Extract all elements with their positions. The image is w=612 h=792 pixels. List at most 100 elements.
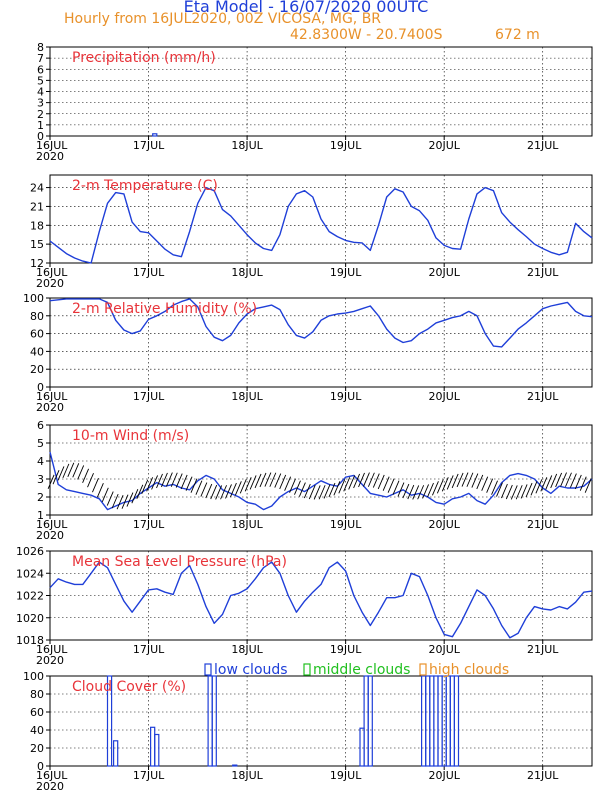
wind-barb xyxy=(535,479,543,494)
wind-barb xyxy=(358,472,365,488)
wind-barb xyxy=(387,478,395,493)
panel-5-ytick-label: 1026 xyxy=(16,545,44,558)
panel-6-xtick-label: 18JUL xyxy=(231,769,263,782)
wind-barb xyxy=(382,476,390,491)
wind-barb xyxy=(77,465,85,480)
panel-6-title: Cloud Cover (%) xyxy=(72,679,186,695)
wind-barb xyxy=(436,479,444,494)
panel-6-bar xyxy=(449,675,455,767)
panel-3-xtick-sublabel: 2020 xyxy=(36,401,64,414)
panel-5-ytick-label: 1018 xyxy=(16,634,44,647)
panel-2-xtick-label: 17JUL xyxy=(133,266,165,279)
wind-barb xyxy=(279,474,287,490)
panel-5-xtick-sublabel: 2020 xyxy=(36,654,64,667)
panel-2-xtick-label: 18JUL xyxy=(231,266,263,279)
figure-title: Eta Model - 16/07/2020 00UTC xyxy=(183,0,429,16)
wind-barb xyxy=(284,476,292,491)
wind-barb xyxy=(510,485,518,500)
wind-barb xyxy=(165,472,173,487)
panel-6-bar xyxy=(421,675,427,767)
wind-barb xyxy=(392,480,400,495)
wind-barb xyxy=(476,474,484,490)
wind-barb xyxy=(156,473,163,489)
panel-6-bar xyxy=(154,733,160,767)
wind-barb xyxy=(96,483,104,498)
wind-barb xyxy=(471,473,479,488)
panel-2-ytick-label: 15 xyxy=(30,238,44,251)
panel-1-ytick-label: 1 xyxy=(37,119,44,132)
panel-3-xtick-label: 21JUL xyxy=(527,390,559,403)
wind-barb xyxy=(569,473,577,488)
wind-barb xyxy=(496,482,503,497)
panel-3-ytick-label: 80 xyxy=(30,310,44,323)
panel-2-frame xyxy=(49,174,593,264)
wind-barb xyxy=(501,483,508,499)
panel-2-xtick-sublabel: 2020 xyxy=(36,277,64,290)
station-coordinates: 42.8300W - 20.7400S xyxy=(290,27,443,43)
panel-6-ytick-label: 100 xyxy=(23,670,44,683)
panel-4-xtick-sublabel: 2020 xyxy=(36,529,64,542)
panel-6-bar xyxy=(112,740,119,767)
wind-barb xyxy=(486,478,494,493)
wind-barb xyxy=(220,485,227,500)
panel-5-series-line xyxy=(49,561,593,639)
wind-barb xyxy=(244,477,252,492)
wind-barb xyxy=(466,472,474,487)
wind-barb xyxy=(116,495,124,510)
wind-barb xyxy=(530,481,538,496)
panel-3-ytick-label: 40 xyxy=(30,345,44,358)
panel-2-ytick-label: 18 xyxy=(30,219,44,232)
panel-6-bar xyxy=(106,675,113,767)
legend-swatch xyxy=(303,663,311,676)
panel-3-ytick-label: 0 xyxy=(37,381,44,394)
panel-1-bar xyxy=(152,133,158,137)
wind-barb xyxy=(185,476,193,491)
panel-5-xtick-label: 19JUL xyxy=(330,643,362,656)
wind-barb xyxy=(525,482,533,498)
wind-barb xyxy=(363,472,370,487)
panel-3-ytick-label: 60 xyxy=(30,328,44,341)
panel-5-xtick-label: 20JUL xyxy=(428,643,460,656)
panel-5-xtick-label: 17JUL xyxy=(133,643,165,656)
wind-barb xyxy=(175,473,183,488)
wind-barb xyxy=(323,484,331,499)
panel-3-xtick-label: 20JUL xyxy=(428,390,460,403)
panel-1-ytick-label: 8 xyxy=(37,41,44,54)
wind-barb xyxy=(372,473,380,488)
wind-barb xyxy=(190,478,198,493)
wind-barb xyxy=(550,473,558,489)
wind-barb xyxy=(67,462,75,477)
panel-5-title: Mean Sea Level Pressure (hPa) xyxy=(72,554,287,570)
panel-5-xtick-label: 21JUL xyxy=(527,643,559,656)
wind-barb xyxy=(92,477,99,493)
panel-4-ytick-label: 4 xyxy=(37,455,44,468)
panel-6-bar xyxy=(367,675,373,767)
station-elevation: 672 m xyxy=(495,27,540,43)
wind-barb xyxy=(170,472,178,487)
panel-3-xtick-label: 17JUL xyxy=(133,390,165,403)
legend-swatch xyxy=(419,663,427,676)
panel-6-ytick-label: 40 xyxy=(30,724,44,737)
wind-barb xyxy=(205,483,213,499)
panel-4-xtick-label: 17JUL xyxy=(133,518,165,531)
wind-barb xyxy=(131,489,139,504)
wind-barb xyxy=(461,472,469,487)
wind-barb xyxy=(274,473,282,488)
wind-barb xyxy=(584,478,592,493)
panel-6-bar xyxy=(359,727,365,767)
wind-barb xyxy=(417,485,425,500)
wind-barb xyxy=(560,472,567,487)
wind-barb xyxy=(520,484,528,499)
wind-barb xyxy=(348,475,356,490)
wind-barb xyxy=(57,466,65,481)
panel-5-ytick-label: 1020 xyxy=(16,612,44,625)
panel-1-xtick-label: 17JUL xyxy=(133,139,165,152)
panel-2-xtick-label: 21JUL xyxy=(527,266,559,279)
panel-3-ytick-label: 20 xyxy=(30,363,44,376)
wind-barb xyxy=(215,485,223,500)
panel-6-xtick-label: 19JUL xyxy=(330,769,362,782)
panel-4-xtick-label: 21JUL xyxy=(527,518,559,531)
wind-barb xyxy=(427,482,434,498)
wind-barb xyxy=(111,493,119,509)
